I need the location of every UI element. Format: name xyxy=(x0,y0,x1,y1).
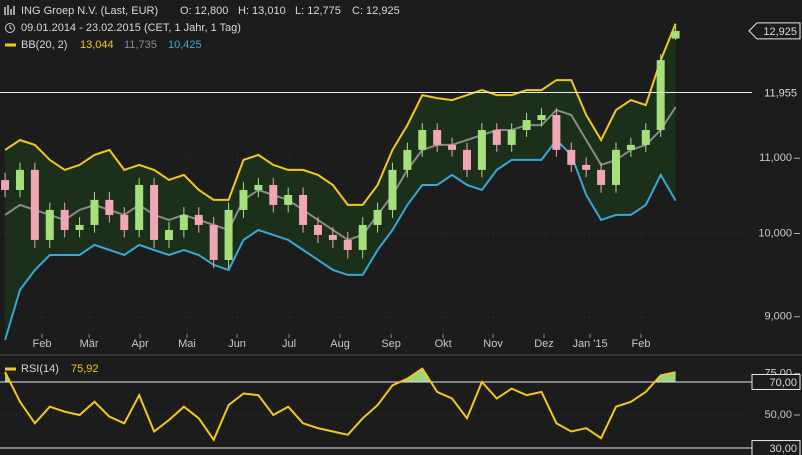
candle-body xyxy=(671,30,680,39)
reference-label-bg xyxy=(752,84,800,101)
quote-value: H: 13,010 xyxy=(238,5,286,17)
candle-body xyxy=(224,209,233,260)
candle-body xyxy=(75,224,84,230)
x-tick-label: Aug xyxy=(330,338,350,350)
legend-label: RSI(14) xyxy=(21,363,59,375)
reference-label: 30,00 xyxy=(769,443,797,455)
legend-label: BB(20, 2) xyxy=(21,39,67,51)
candle-body xyxy=(597,169,606,185)
x-tick-label: Feb xyxy=(632,338,651,350)
x-tick-label: Jun xyxy=(228,338,246,350)
clock-icon xyxy=(5,23,15,33)
candle-body xyxy=(164,229,173,240)
reference-label-box xyxy=(751,373,801,390)
clock-hand xyxy=(9,25,13,30)
candle-body xyxy=(462,149,471,170)
x-tick-label: Mär xyxy=(80,338,99,350)
legend-value: 11,735 xyxy=(124,39,157,51)
x-tick-label: Mai xyxy=(178,338,196,350)
candle-body xyxy=(567,149,576,165)
candle-body xyxy=(552,114,561,150)
x-tick-label: Jul xyxy=(282,338,296,350)
candle-body xyxy=(373,209,382,225)
candle-body xyxy=(179,214,188,230)
band-line xyxy=(4,138,677,341)
candle-body xyxy=(522,120,531,131)
title-icon xyxy=(4,5,15,15)
candle-body xyxy=(433,130,442,145)
x-tick-label: Feb xyxy=(33,338,52,350)
candle-body xyxy=(418,130,427,150)
candle-body xyxy=(1,180,10,190)
candle-body xyxy=(626,144,635,150)
y-tick-label: 50,00 xyxy=(764,409,792,421)
band-line xyxy=(4,106,677,242)
chart-title: ING Groep N.V. (Last, EUR) xyxy=(21,5,158,17)
candle-body xyxy=(388,169,397,210)
legend-value: 13,044 xyxy=(80,39,114,51)
band-fill xyxy=(5,23,676,340)
candle-body xyxy=(194,214,203,225)
candle-body xyxy=(120,214,129,230)
candle-body xyxy=(269,184,278,205)
candle-body xyxy=(90,199,99,225)
y-tick-label: 10,000 xyxy=(758,227,792,239)
quote-value: L: 12,775 xyxy=(295,5,341,17)
y-tick-label: 11,000 xyxy=(759,152,792,164)
candle-body xyxy=(150,184,159,240)
candle-body xyxy=(254,184,263,190)
candle-body xyxy=(492,130,501,145)
candle-body xyxy=(15,169,24,190)
candle-body xyxy=(299,194,308,225)
candle-body xyxy=(358,224,367,250)
candle-body xyxy=(313,224,322,235)
candle-body xyxy=(537,114,546,121)
candle-body xyxy=(448,144,457,150)
candle-body xyxy=(403,149,412,170)
candle-body xyxy=(105,199,114,215)
quote-value: O: 12,800 xyxy=(180,5,228,17)
candle-body xyxy=(582,164,591,170)
x-tick-label: Apr xyxy=(132,338,149,350)
candle-body xyxy=(30,169,39,240)
chart-subtitle: 09.01.2014 - 23.02.2015 (CET, 1 Jahr, 1 … xyxy=(21,22,241,34)
candle-body xyxy=(507,130,516,145)
candle-body xyxy=(477,130,486,170)
rsi-line xyxy=(4,367,676,442)
quote-value: C: 12,925 xyxy=(352,5,400,17)
candle-body xyxy=(60,209,69,230)
x-tick-label: Sep xyxy=(381,338,401,350)
reference-label-box xyxy=(751,440,801,455)
x-tick-label: Nov xyxy=(483,338,503,350)
candle-body xyxy=(328,234,337,240)
reference-label: 11,955 xyxy=(764,87,797,99)
candle-body xyxy=(611,149,620,185)
candle-body xyxy=(641,130,650,145)
x-tick-label: Jan '15 xyxy=(572,338,607,350)
y-tick-label: 9,000 xyxy=(764,311,792,323)
x-tick-label: Okt xyxy=(435,338,452,350)
x-tick-label: Dez xyxy=(534,338,554,350)
candle-body xyxy=(284,194,293,205)
band-line xyxy=(4,23,677,206)
candle-body xyxy=(343,239,352,250)
candle-body xyxy=(209,224,218,260)
last-price-label: 12,925 xyxy=(763,26,797,38)
last-price-marker xyxy=(748,22,801,40)
legend-value: 75,92 xyxy=(71,363,99,375)
candle-body xyxy=(45,209,54,240)
candle-body xyxy=(656,60,665,131)
reference-label: 70,00 xyxy=(769,377,797,389)
candle-body xyxy=(135,184,144,230)
legend-value: 10,425 xyxy=(168,39,202,51)
candle-body xyxy=(239,189,248,210)
